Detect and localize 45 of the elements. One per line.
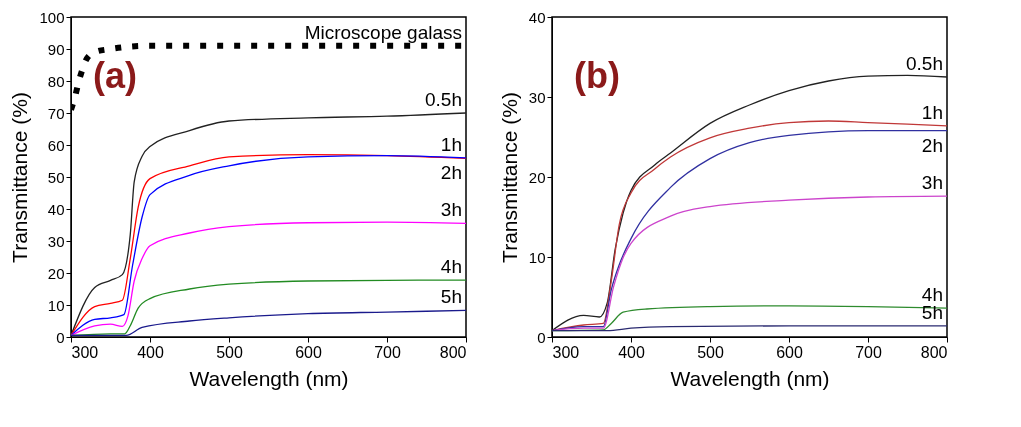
series-label: 2h [440,161,462,183]
y-tick-label: 100 [39,8,65,26]
x-tick-label: 500 [216,343,243,361]
x-tick-label: 700 [374,343,401,361]
y-tick-label: 20 [47,264,65,282]
y-tick-label: 70 [47,104,65,122]
series-label: 1h [921,101,943,123]
y-tick-label: 40 [528,8,546,26]
series-label: 4h [440,256,462,278]
x-tick-label: 800 [439,343,467,361]
annotation: (b) [574,55,620,96]
x-tick-label: 700 [855,343,882,361]
x-tick-label: 300 [71,343,99,361]
x-tick-label: 800 [920,343,948,361]
series-label: 0.5h [906,53,943,74]
y-tick-label: 10 [528,248,546,266]
series-label: 2h [921,134,943,156]
series-label: 5h [440,286,462,308]
x-tick-label: 400 [137,343,164,361]
x-tick-label: 500 [697,343,724,361]
y-tick-label: 50 [47,168,65,186]
y-tick-label: 60 [47,136,65,154]
y-tick-label: 80 [47,72,65,90]
x-axis-title: Wavelength (nm) [189,366,349,390]
y-tick-label: 10 [47,296,65,314]
series-label: 3h [440,199,462,221]
x-axis-title: Wavelength (nm) [670,366,830,390]
y-axis-title: Transmittance (%) [8,92,32,263]
x-tick-label: 300 [552,343,580,361]
series-label: 0.5h [425,89,462,110]
series-label: Microscope galass [304,21,462,43]
y-tick-label: 0 [537,328,546,346]
y-tick-label: 0 [56,328,65,346]
y-tick-label: 20 [528,168,546,186]
y-tick-label: 30 [528,88,546,106]
y-axis-title: Transmittance (%) [497,92,521,263]
x-tick-label: 400 [618,343,645,361]
series-label: 3h [921,172,943,194]
y-tick-label: 90 [47,40,65,58]
x-tick-label: 600 [776,343,803,361]
annotation: (a) [93,55,137,96]
y-tick-label: 40 [47,200,65,218]
series-label: 1h [440,134,462,156]
y-tick-label: 30 [47,232,65,250]
x-tick-label: 600 [295,343,322,361]
